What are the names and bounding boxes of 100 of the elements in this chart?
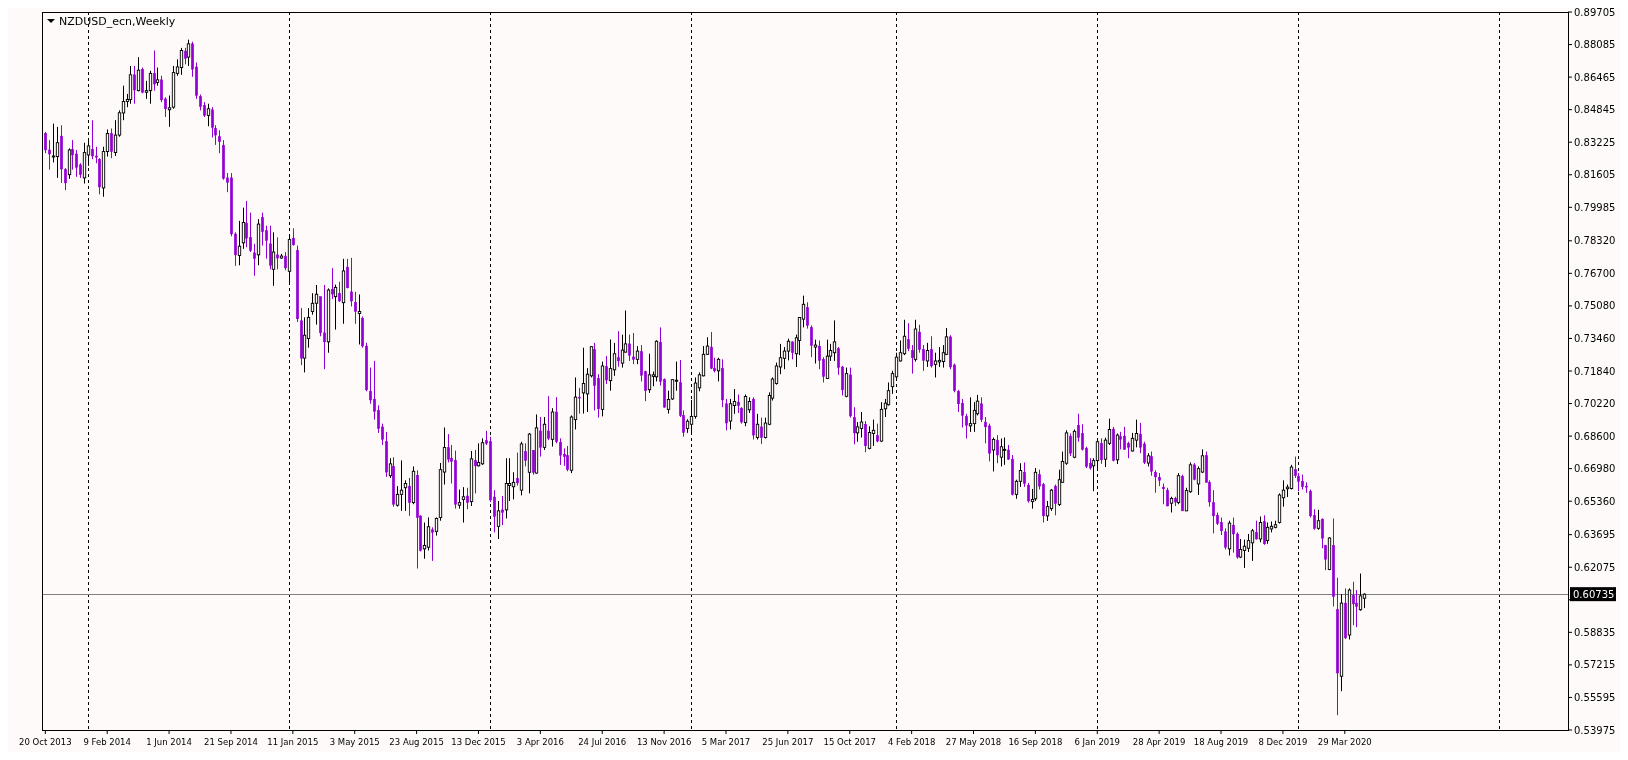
candlestick bbox=[605, 355, 608, 385]
candlestick bbox=[760, 417, 763, 445]
candlestick bbox=[710, 331, 713, 370]
candlestick bbox=[218, 129, 221, 154]
candlestick bbox=[91, 119, 94, 160]
candlestick bbox=[1154, 469, 1157, 494]
candlestick bbox=[1246, 533, 1251, 553]
candlestick bbox=[755, 413, 760, 441]
candlestick bbox=[51, 123, 56, 163]
candlestick bbox=[55, 126, 60, 179]
candlestick bbox=[965, 413, 968, 440]
candlestick bbox=[403, 479, 408, 512]
candlestick bbox=[930, 335, 933, 369]
candlestick bbox=[810, 324, 813, 358]
x-tick-label: 13 Dec 2015 bbox=[451, 737, 506, 747]
candlestick bbox=[357, 293, 362, 345]
candlestick bbox=[1352, 581, 1355, 626]
candlestick bbox=[1258, 515, 1263, 543]
candlestick bbox=[957, 389, 960, 413]
candlestick bbox=[148, 70, 153, 105]
candlestick bbox=[461, 486, 466, 524]
candlestick bbox=[911, 344, 914, 375]
candlestick bbox=[1166, 487, 1169, 507]
x-tick-label: 27 May 2018 bbox=[945, 737, 1002, 747]
y-tick-label: 0.58835 bbox=[1574, 626, 1616, 638]
candlestick bbox=[422, 522, 427, 560]
candlestick bbox=[539, 416, 542, 458]
candlestick bbox=[791, 340, 794, 360]
y-tick-label: 0.81605 bbox=[1574, 169, 1616, 181]
candlestick bbox=[249, 212, 252, 253]
x-tick-label: 5 Mar 2017 bbox=[701, 737, 751, 747]
y-tick-label: 0.53975 bbox=[1574, 724, 1616, 736]
y-tick-label: 0.70220 bbox=[1574, 398, 1616, 410]
candlestick bbox=[1123, 426, 1126, 451]
candlestick bbox=[925, 342, 930, 368]
candlestick bbox=[346, 258, 349, 289]
candlestick bbox=[141, 67, 144, 94]
candlestick bbox=[1250, 528, 1255, 562]
y-tick-label: 0.89705 bbox=[1574, 6, 1616, 18]
candlestick bbox=[581, 347, 586, 415]
x-tick-label: 8 Dec 2019 bbox=[1258, 737, 1308, 747]
candlestick bbox=[408, 477, 411, 517]
candlestick bbox=[434, 516, 439, 537]
candlestick bbox=[474, 449, 477, 494]
candlestick bbox=[395, 485, 400, 508]
candlestick bbox=[608, 338, 613, 392]
y-tick-label: 0.83225 bbox=[1574, 136, 1616, 148]
candlestick bbox=[542, 416, 547, 451]
candlestick bbox=[1100, 437, 1103, 465]
candlestick bbox=[612, 342, 617, 377]
candlestick bbox=[133, 65, 136, 105]
candlestick bbox=[999, 438, 1004, 467]
y-tick-label: 0.79985 bbox=[1574, 201, 1616, 213]
candlestick bbox=[620, 334, 625, 369]
candlestick bbox=[501, 495, 504, 526]
candlestick bbox=[1134, 419, 1139, 448]
candlestick bbox=[153, 49, 156, 92]
candlestick bbox=[496, 500, 501, 540]
candlestick bbox=[1027, 482, 1030, 504]
candlestick bbox=[44, 131, 47, 154]
candlestick bbox=[338, 281, 341, 303]
candlestick bbox=[617, 330, 620, 368]
candlestick bbox=[632, 332, 635, 365]
candlestick bbox=[261, 212, 264, 247]
x-tick-label: 1 Jun 2014 bbox=[146, 737, 192, 747]
y-tick-label: 0.88085 bbox=[1574, 39, 1616, 51]
candlestick bbox=[245, 200, 248, 248]
candlestick bbox=[937, 346, 942, 368]
candlestick bbox=[725, 398, 728, 431]
candlestick bbox=[547, 395, 550, 441]
candlestick bbox=[310, 292, 315, 316]
candlestick bbox=[980, 396, 983, 423]
candlestick bbox=[516, 452, 519, 487]
x-tick-label: 20 Oct 2013 bbox=[19, 737, 72, 747]
candlestick bbox=[532, 449, 535, 476]
candlestick bbox=[466, 487, 469, 510]
candlestick bbox=[933, 352, 938, 378]
candlestick bbox=[559, 437, 562, 466]
candlestick bbox=[323, 284, 326, 370]
x-tick-label: 29 Mar 2020 bbox=[1317, 737, 1372, 747]
candlestick bbox=[524, 442, 527, 467]
x-tick-label: 13 Nov 2016 bbox=[636, 737, 692, 747]
y-tick-label: 0.55595 bbox=[1574, 691, 1616, 703]
x-tick-label: 21 Sep 2014 bbox=[204, 737, 258, 747]
x-tick-label: 23 Aug 2015 bbox=[389, 737, 444, 747]
x-tick-label: 3 Apr 2016 bbox=[516, 737, 564, 747]
candlestick bbox=[426, 516, 431, 551]
candlestick bbox=[996, 434, 999, 464]
candlestick bbox=[1023, 461, 1026, 488]
y-tick-label: 0.75080 bbox=[1574, 300, 1616, 312]
candlestick bbox=[628, 334, 631, 362]
x-tick-label: 15 Oct 2017 bbox=[823, 737, 877, 747]
candlestick bbox=[578, 387, 581, 415]
candlestick bbox=[431, 526, 434, 562]
y-tick-label: 0.57215 bbox=[1574, 659, 1616, 671]
candlestick bbox=[1232, 516, 1235, 554]
candlestick bbox=[1224, 527, 1227, 550]
candlestick bbox=[907, 322, 910, 352]
y-tick-label: 0.66980 bbox=[1574, 463, 1616, 475]
y-tick-label: 0.71840 bbox=[1574, 365, 1616, 377]
